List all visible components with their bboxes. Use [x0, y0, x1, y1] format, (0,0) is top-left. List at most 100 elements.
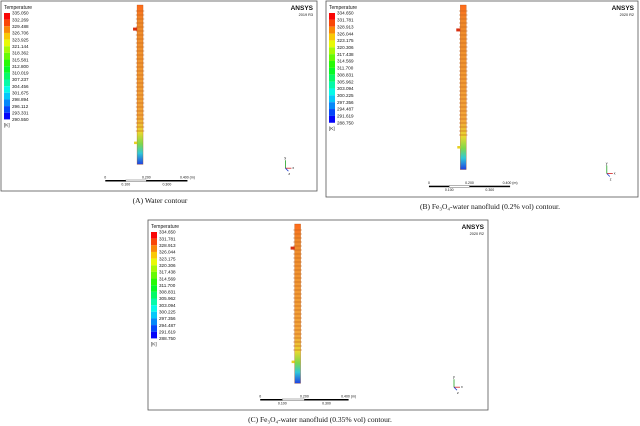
- legend-value: 328.913: [337, 24, 354, 29]
- outlet: [134, 141, 138, 145]
- legend-swatch: [4, 112, 10, 120]
- legend-swatch: [4, 26, 10, 33]
- legend-value: 297.356: [159, 316, 176, 321]
- legend-swatch: [151, 238, 157, 246]
- legend-value: 288.750: [337, 120, 354, 125]
- legend-swatch: [4, 66, 10, 73]
- legend-swatch: [4, 13, 10, 20]
- version: 2020 R2: [470, 232, 484, 236]
- axis-label: y: [284, 156, 286, 160]
- legend-swatch: [151, 245, 157, 252]
- legend-swatch: [151, 298, 157, 306]
- scale-bar: [282, 398, 305, 401]
- legend-value: 298.894: [12, 97, 29, 102]
- legend-swatch: [4, 19, 10, 27]
- legend-swatch: [151, 331, 157, 339]
- axis-label: z: [288, 172, 290, 176]
- scale-label: 0.300: [163, 183, 172, 187]
- scale-label: 0.200: [465, 181, 474, 185]
- scale-bar: [469, 185, 511, 188]
- axis-label: y: [606, 161, 608, 165]
- axis-label: z: [457, 391, 459, 395]
- scale-bar: [449, 185, 470, 188]
- legend-swatch: [329, 47, 335, 55]
- inlet: [290, 246, 295, 250]
- legend-value: 318.362: [12, 51, 29, 56]
- heat-exchanger-tube: [136, 4, 144, 165]
- legend-swatch: [329, 61, 335, 68]
- legend-value: 314.569: [159, 276, 176, 281]
- brand: ANSYS: [462, 224, 485, 231]
- legend-swatch: [151, 271, 157, 279]
- legend-value: 323.175: [337, 38, 354, 43]
- legend-swatch: [329, 40, 335, 48]
- legend-value: 311.700: [337, 66, 354, 71]
- legend-swatch: [4, 99, 10, 107]
- legend-value: 293.331: [12, 110, 29, 115]
- legend-value: 288.750: [159, 336, 176, 341]
- scale-bar: [260, 399, 283, 401]
- legend-value: 334.650: [159, 230, 176, 235]
- legend-swatch: [4, 106, 10, 113]
- scale-bar: [146, 180, 188, 182]
- scale-label: 0.400 (m): [503, 181, 518, 185]
- legend-title: Temperature: [329, 5, 357, 11]
- legend-swatch: [4, 46, 10, 53]
- legend-value: 323.175: [159, 256, 176, 261]
- scale-bar: [105, 180, 126, 182]
- legend-value: 320.306: [337, 45, 354, 50]
- legend-swatch: [151, 305, 157, 312]
- legend-swatch: [329, 102, 335, 110]
- legend-swatch: [329, 88, 335, 96]
- axis-label: z: [610, 177, 612, 181]
- legend-swatch: [329, 67, 335, 75]
- scale-label: 0: [428, 181, 430, 185]
- legend-value: 308.831: [337, 72, 354, 77]
- legend-swatch: [4, 32, 10, 40]
- legend-value: 331.781: [159, 236, 176, 241]
- panel-frame: [0, 0, 318, 192]
- legend-swatch: [329, 33, 335, 41]
- scale-label: 0.200: [142, 176, 151, 180]
- legend-value: 308.831: [159, 290, 176, 295]
- legend-unit: [K]: [4, 122, 10, 127]
- scale-label: 0.300: [322, 402, 331, 406]
- axis-label: y: [453, 375, 455, 379]
- legend-swatch: [151, 325, 157, 332]
- legend-value: 304.456: [12, 84, 29, 89]
- axis-label: x: [614, 171, 616, 175]
- scale-label: 0: [259, 395, 261, 399]
- axis-z: [453, 386, 458, 391]
- legend-value: 305.962: [337, 79, 354, 84]
- legend-swatch: [151, 251, 157, 259]
- heat-exchanger-tube: [294, 223, 301, 384]
- scale-label: 0: [104, 176, 106, 180]
- legend-swatch: [4, 52, 10, 60]
- legend-value: 328.913: [159, 243, 176, 248]
- legend-value: 335.050: [12, 11, 29, 16]
- panel-frame: [147, 219, 489, 411]
- legend-value: 301.675: [12, 91, 29, 96]
- panel-frame: [325, 0, 639, 198]
- legend-value: 300.225: [159, 310, 176, 315]
- axis-label: x: [461, 385, 463, 389]
- scale-label: 0.400 (m): [180, 176, 195, 180]
- legend-value: 326.044: [337, 31, 354, 36]
- legend-value: 321.144: [12, 44, 29, 49]
- inlet: [133, 27, 138, 31]
- contour-panel: Temperature334.650331.781328.913326.0443…: [325, 0, 639, 198]
- legend-value: 296.112: [12, 104, 29, 109]
- legend-value: 303.094: [337, 86, 354, 91]
- scale-label: 0.300: [485, 188, 494, 192]
- scale-label: 0.200: [300, 395, 309, 399]
- legend-value: 323.925: [12, 37, 29, 42]
- legend-value: 314.569: [337, 59, 354, 64]
- scale-label: 0.400 (m): [341, 395, 356, 399]
- legend-swatch: [4, 79, 10, 87]
- scale-bar: [125, 179, 147, 182]
- legend-title: Temperature: [4, 5, 32, 11]
- legend-swatch: [329, 26, 335, 34]
- contour-panel: Temperature334.650331.781328.913326.0443…: [147, 219, 489, 411]
- axis-z: [606, 173, 611, 177]
- legend-value: 305.962: [159, 296, 176, 301]
